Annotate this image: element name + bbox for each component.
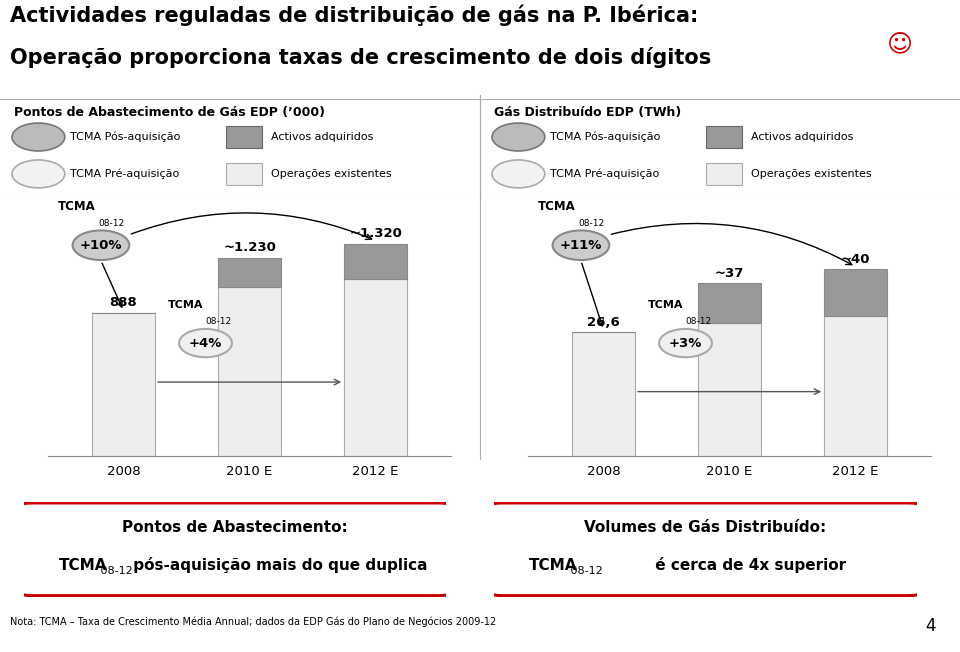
Text: TCMA Pré-aquisição: TCMA Pré-aquisição xyxy=(550,169,660,179)
Bar xyxy=(698,323,761,456)
Text: Nota: TCMA – Taxa de Crescimento Média Annual; dados da EDP Gás do Plano de Negó: Nota: TCMA – Taxa de Crescimento Média A… xyxy=(10,616,496,627)
Bar xyxy=(226,163,262,185)
Circle shape xyxy=(858,8,942,76)
Text: ’08-12: ’08-12 xyxy=(97,566,132,576)
Text: Operação proporciona taxas de crescimento de dois dígitos: Operação proporciona taxas de cresciment… xyxy=(10,47,710,68)
Text: ’08-12: ’08-12 xyxy=(567,566,603,576)
Bar xyxy=(706,163,742,185)
Text: 08-12: 08-12 xyxy=(685,317,711,326)
Text: Activos adquiridos: Activos adquiridos xyxy=(751,132,853,142)
Text: +10%: +10% xyxy=(80,239,122,252)
Bar xyxy=(824,269,887,316)
Text: TCMA Pré-aquisição: TCMA Pré-aquisição xyxy=(70,169,180,179)
Text: TCMA: TCMA xyxy=(538,200,576,213)
Text: ~40: ~40 xyxy=(841,253,871,266)
Ellipse shape xyxy=(492,123,545,151)
Text: ~1.230: ~1.230 xyxy=(223,241,276,254)
Text: TCMA: TCMA xyxy=(59,558,108,573)
FancyBboxPatch shape xyxy=(20,503,450,596)
Text: 08-12: 08-12 xyxy=(205,317,231,326)
Text: +3%: +3% xyxy=(669,336,702,349)
Text: TCMA: TCMA xyxy=(168,301,204,310)
Text: 08-12: 08-12 xyxy=(578,219,605,228)
Text: Operações existentes: Operações existentes xyxy=(271,169,392,179)
Text: 4: 4 xyxy=(925,617,935,635)
Text: ~37: ~37 xyxy=(715,267,744,280)
Bar xyxy=(92,314,156,456)
Bar xyxy=(344,279,407,456)
Text: Pontos de Abastecimento de Gás EDP (’000): Pontos de Abastecimento de Gás EDP (’000… xyxy=(14,106,325,119)
Text: 26,6: 26,6 xyxy=(588,316,620,329)
Bar xyxy=(698,283,761,323)
Ellipse shape xyxy=(553,230,610,260)
Bar xyxy=(706,126,742,148)
Text: TCMA Pós-aquisição: TCMA Pós-aquisição xyxy=(550,132,660,142)
Text: TCMA: TCMA xyxy=(529,558,578,573)
Bar xyxy=(218,288,281,456)
FancyBboxPatch shape xyxy=(491,503,921,596)
Text: Gás Distribuído EDP (TWh): Gás Distribuído EDP (TWh) xyxy=(494,106,682,119)
Text: pós-aquisição mais do que duplica: pós-aquisição mais do que duplica xyxy=(128,557,427,573)
Ellipse shape xyxy=(12,123,64,151)
Text: Volumes de Gás Distribuído:: Volumes de Gás Distribuído: xyxy=(585,520,827,535)
Text: 888: 888 xyxy=(109,297,137,310)
Ellipse shape xyxy=(73,230,130,260)
Text: Operações existentes: Operações existentes xyxy=(751,169,872,179)
Ellipse shape xyxy=(659,329,712,357)
Ellipse shape xyxy=(12,160,64,188)
Bar xyxy=(572,332,636,456)
Text: TCMA: TCMA xyxy=(58,200,96,213)
Bar xyxy=(218,258,281,288)
Bar xyxy=(824,316,887,456)
Ellipse shape xyxy=(179,329,232,357)
Text: +4%: +4% xyxy=(189,336,222,349)
Ellipse shape xyxy=(492,160,545,188)
Text: Activos adquiridos: Activos adquiridos xyxy=(271,132,373,142)
Text: 08-12: 08-12 xyxy=(98,219,125,228)
Text: TCMA Pós-aquisição: TCMA Pós-aquisição xyxy=(70,132,180,142)
Text: Actividades reguladas de distribuição de gás na P. Ibérica:: Actividades reguladas de distribuição de… xyxy=(10,5,698,26)
Text: ~1.320: ~1.320 xyxy=(349,227,402,240)
Text: TCMA: TCMA xyxy=(648,301,684,310)
Text: ☺: ☺ xyxy=(887,32,913,56)
Text: Pontos de Abastecimento:: Pontos de Abastecimento: xyxy=(122,520,348,535)
Bar xyxy=(344,244,407,279)
Bar xyxy=(226,126,262,148)
Text: +11%: +11% xyxy=(560,239,602,252)
Text: é cerca de 4x superior: é cerca de 4x superior xyxy=(650,557,846,573)
